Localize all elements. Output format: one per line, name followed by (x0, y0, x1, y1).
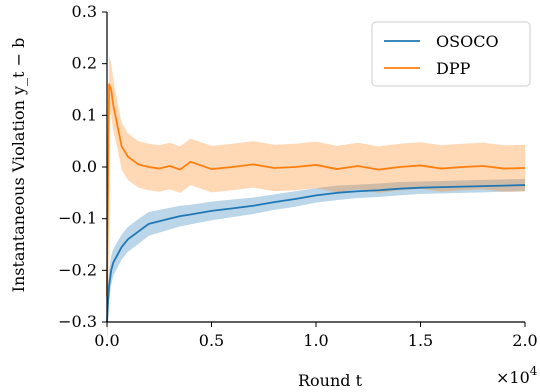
legend-label-osoco: OSOCO (436, 32, 499, 51)
line-osoco (106, 184, 526, 323)
y-tick-label: 0.0 (72, 157, 97, 176)
line-dpp (106, 83, 526, 297)
x-axis-ticks: 0.0 0.5 1.0 1.5 2.0 (94, 322, 538, 350)
y-tick-label: 0.2 (72, 54, 97, 73)
y-axis-ticks: −0.3 −0.2 −0.1 0.0 0.1 0.2 0.3 (58, 2, 107, 331)
band-dpp (107, 55, 525, 323)
legend: OSOCO DPP (371, 21, 531, 87)
series-lines (106, 83, 526, 323)
x-tick-label: 0.0 (94, 331, 119, 350)
y-tick-label: 0.1 (72, 105, 97, 124)
x-tick-label: 1.5 (408, 331, 433, 350)
x-scale-label: ×104 (496, 364, 538, 387)
y-tick-label: −0.3 (58, 312, 97, 331)
y-axis-title: Instantaneous Violation y_t − b (9, 38, 28, 293)
y-tick-label: −0.2 (58, 260, 97, 279)
y-tick-label: −0.1 (58, 209, 97, 228)
legend-box (371, 21, 531, 87)
confidence-bands (107, 55, 525, 343)
y-tick-label: 0.3 (72, 2, 97, 21)
legend-label-dpp: DPP (436, 59, 471, 78)
band-osoco (107, 178, 525, 343)
x-tick-label: 2.0 (512, 331, 537, 350)
x-tick-label: 1.0 (303, 331, 328, 350)
x-axis-title: Round t (298, 371, 363, 390)
x-tick-label: 0.5 (199, 331, 224, 350)
